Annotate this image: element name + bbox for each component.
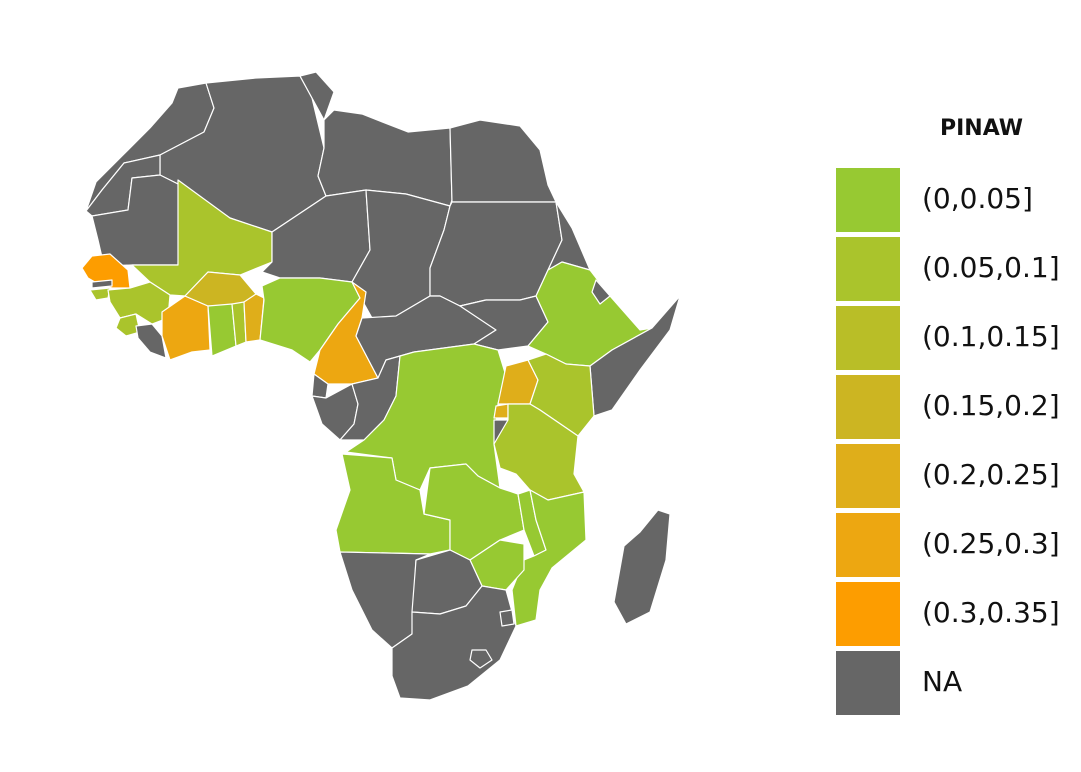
region-south-africa[interactable] bbox=[391, 585, 517, 701]
legend-label: NA bbox=[922, 665, 963, 698]
region-mozambique[interactable] bbox=[511, 489, 587, 627]
africa-map bbox=[81, 71, 681, 701]
region-ghana[interactable] bbox=[207, 303, 237, 357]
legend-swatch bbox=[836, 513, 900, 577]
region-guinea[interactable] bbox=[107, 281, 171, 325]
legend-swatch bbox=[836, 651, 900, 715]
legend-label: (0.15,0.2] bbox=[922, 389, 1060, 422]
region-kenya[interactable] bbox=[527, 353, 595, 437]
region-cameroon[interactable] bbox=[313, 281, 379, 385]
region-liberia[interactable] bbox=[135, 323, 167, 359]
legend-swatch bbox=[836, 168, 900, 232]
region-sierra-leone[interactable] bbox=[115, 313, 141, 337]
region-rwanda[interactable] bbox=[493, 403, 509, 419]
legend-label: (0,0.05] bbox=[922, 182, 1033, 215]
region-somalia[interactable] bbox=[589, 295, 681, 417]
legend-title: PINAW bbox=[940, 116, 1024, 141]
region-eswatini[interactable] bbox=[499, 609, 515, 627]
legend-item: (0.25,0.3] bbox=[836, 513, 1076, 577]
region-djibouti[interactable] bbox=[591, 279, 611, 305]
legend-swatch bbox=[836, 444, 900, 508]
legend-label: (0.3,0.35] bbox=[922, 596, 1060, 629]
legend-item: (0.2,0.25] bbox=[836, 444, 1076, 508]
region-egypt[interactable] bbox=[449, 119, 557, 203]
legend-swatch bbox=[836, 375, 900, 439]
legend-item: (0.1,0.15] bbox=[836, 306, 1076, 370]
legend-item: (0,0.05] bbox=[836, 168, 1076, 232]
region-senegal[interactable] bbox=[81, 253, 131, 289]
region-guinea-bissau[interactable] bbox=[89, 287, 111, 301]
legend-item: (0.3,0.35] bbox=[836, 582, 1076, 646]
legend-item: (0.05,0.1] bbox=[836, 237, 1076, 301]
legend-label: (0.05,0.1] bbox=[922, 251, 1060, 284]
legend-swatch bbox=[836, 306, 900, 370]
legend-item: NA bbox=[836, 651, 1076, 715]
legend-label: (0.2,0.25] bbox=[922, 458, 1060, 491]
legend-swatch bbox=[836, 582, 900, 646]
region-lesotho[interactable] bbox=[469, 649, 493, 669]
region-tunisia[interactable] bbox=[299, 71, 335, 121]
legend-swatch bbox=[836, 237, 900, 301]
legend-label: (0.1,0.15] bbox=[922, 320, 1060, 353]
legend-label: (0.25,0.3] bbox=[922, 527, 1060, 560]
region-madagascar[interactable] bbox=[613, 509, 671, 625]
region-gambia[interactable] bbox=[91, 279, 113, 289]
legend-item: (0.15,0.2] bbox=[836, 375, 1076, 439]
